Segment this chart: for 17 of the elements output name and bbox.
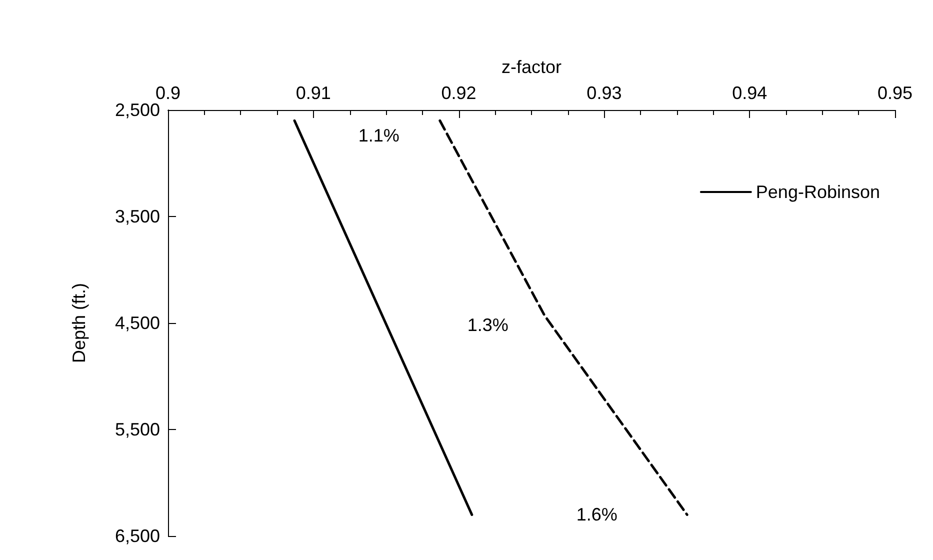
x-tick-label: 0.9: [155, 83, 181, 103]
y-axis-title: Depth (ft.): [69, 282, 89, 364]
y-tick-label: 6,500: [114, 526, 160, 546]
x-tick-label: 0.94: [732, 83, 768, 103]
annotation: 1.6%: [576, 504, 618, 525]
y-tick-label: 2,500: [114, 100, 160, 120]
y-tick-label: 5,500: [114, 420, 160, 440]
x-axis-title: z-factor: [501, 57, 562, 77]
y-tick-label: 3,500: [114, 206, 160, 226]
x-tick-label: 0.91: [296, 83, 331, 103]
legend-label: Peng-Robinson: [756, 182, 880, 202]
annotation: 1.1%: [358, 126, 400, 146]
x-tick-label: 0.92: [441, 83, 476, 103]
y-tick-label: 4,500: [114, 313, 160, 333]
x-tick-label: 0.95: [877, 83, 913, 103]
annotation: 1.3%: [467, 315, 508, 336]
x-tick-label: 0.93: [586, 83, 622, 103]
